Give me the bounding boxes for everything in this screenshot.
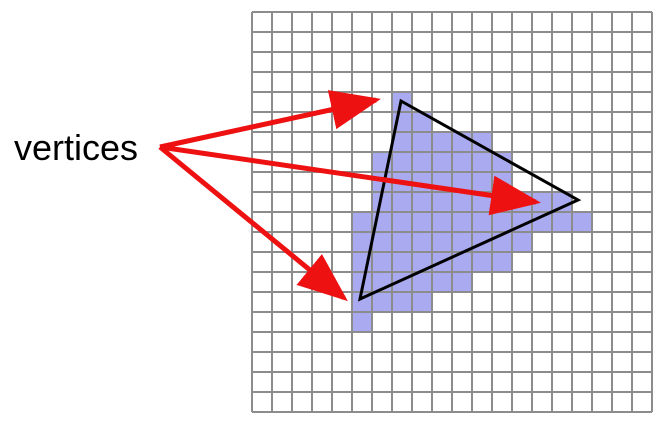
covered-pixel	[412, 132, 432, 152]
covered-pixel	[472, 172, 492, 192]
covered-pixel	[392, 132, 412, 152]
covered-pixel	[412, 292, 432, 312]
covered-pixel	[472, 252, 492, 272]
covered-pixel	[392, 192, 412, 212]
covered-pixel	[392, 212, 412, 232]
triangle-outline	[357, 98, 582, 302]
arrow-to-top-vertex	[159, 90, 381, 150]
covered-pixel	[372, 292, 392, 312]
covered-pixel	[472, 152, 492, 172]
covered-pixel	[552, 212, 572, 232]
covered-pixel	[392, 232, 412, 252]
covered-pixel	[472, 212, 492, 232]
vertices-label: vertices	[14, 127, 138, 168]
arrow-to-bottom-vertex	[158, 145, 348, 302]
arrow-to-right-vertex	[159, 144, 541, 216]
covered-pixel	[412, 212, 432, 232]
vertex-arrows	[158, 90, 541, 302]
covered-pixel	[492, 252, 512, 272]
covered-pixel	[392, 292, 412, 312]
covered-pixel	[492, 172, 512, 192]
covered-pixel	[432, 132, 452, 152]
covered-pixel	[432, 152, 452, 172]
covered-pixel	[412, 272, 432, 292]
covered-pixel	[452, 272, 472, 292]
covered-pixel	[492, 212, 512, 232]
covered-pixel	[452, 152, 472, 172]
covered-pixel	[412, 152, 432, 172]
covered-pixel	[372, 232, 392, 252]
covered-pixel	[432, 272, 452, 292]
covered-pixel	[392, 152, 412, 172]
covered-pixel	[412, 232, 432, 252]
pixel-grid	[251, 11, 653, 413]
covered-pixel	[372, 192, 392, 212]
covered-pixel	[352, 232, 372, 252]
covered-pixel	[432, 232, 452, 252]
covered-pixel	[412, 192, 432, 212]
covered-pixel	[572, 212, 592, 232]
covered-pixel	[452, 192, 472, 212]
covered-pixel	[452, 212, 472, 232]
covered-pixel	[352, 212, 372, 232]
covered-pixel	[472, 132, 492, 152]
covered-pixel	[552, 192, 572, 212]
covered-pixel	[452, 232, 472, 252]
covered-pixel	[492, 152, 512, 172]
covered-pixel	[432, 192, 452, 212]
covered-pixel	[452, 252, 472, 272]
covered-pixel	[432, 212, 452, 232]
covered-pixel	[452, 172, 472, 192]
covered-pixel	[512, 232, 532, 252]
covered-pixel	[352, 312, 372, 332]
covered-pixel	[392, 252, 412, 272]
covered-pixel	[372, 252, 392, 272]
